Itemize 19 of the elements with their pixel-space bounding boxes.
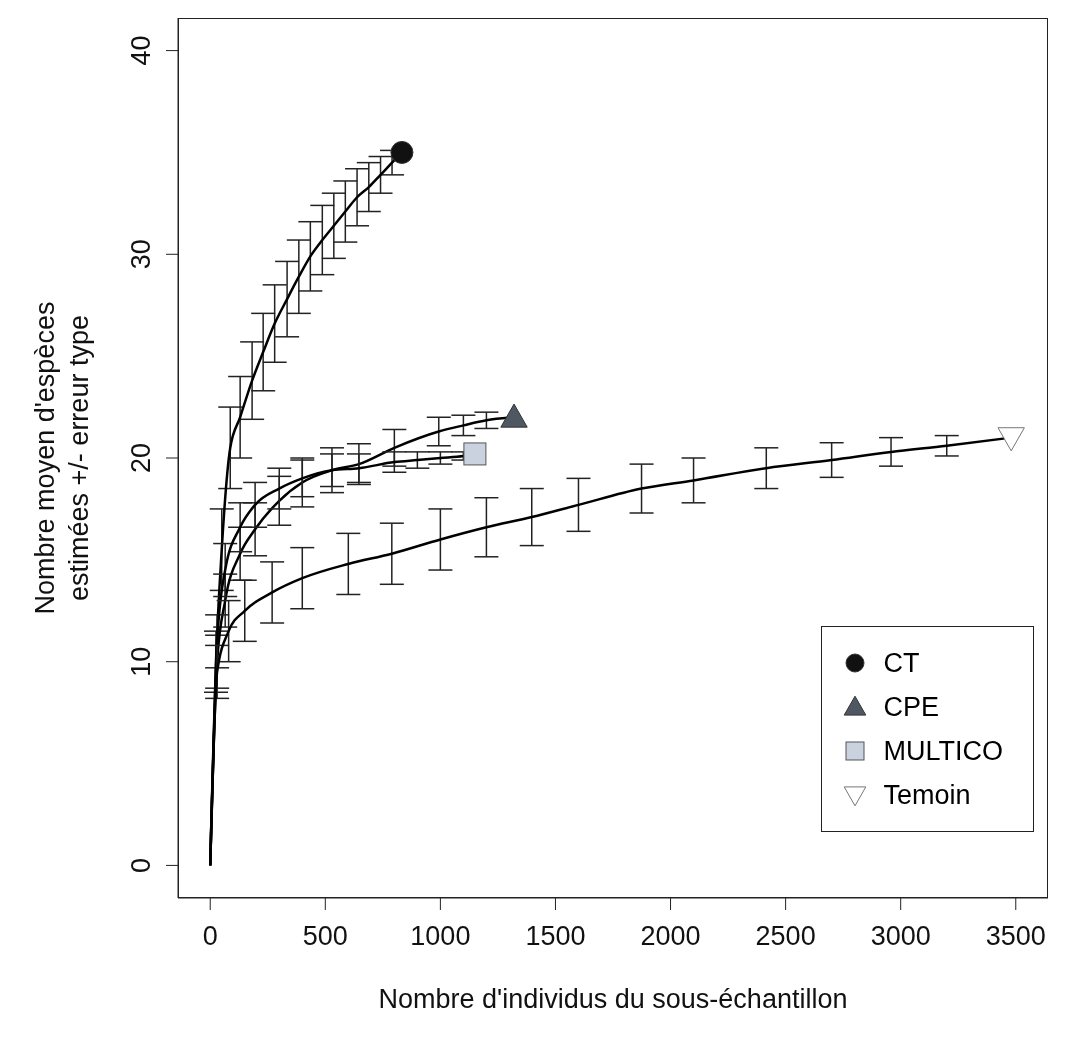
x-tick-label: 3000	[870, 921, 931, 952]
legend-label: CT	[883, 647, 920, 679]
x-tick-label: 2000	[640, 921, 701, 952]
y-tick-label: 30	[126, 239, 156, 270]
x-axis-title: Nombre d'individus du sous-échantillon	[378, 984, 848, 1014]
x-tick-label: 500	[302, 921, 348, 952]
x-tick-label: 1500	[525, 921, 586, 952]
x-tick-label: 0	[202, 921, 218, 952]
x-tick-label: 2500	[755, 921, 816, 952]
legend-label: MULTICO	[883, 735, 1003, 767]
legend-label: CPE	[883, 691, 940, 723]
x-tick-label: 3500	[985, 921, 1046, 952]
y-axis-title: Nombre moyen d'espèces estimées +/- erreur type	[30, 301, 94, 615]
x-tick-label: 1000	[410, 921, 471, 952]
legend-label: Temoin	[883, 779, 971, 811]
y-tick-label: 20	[126, 442, 156, 474]
y-tick-label: 40	[126, 35, 156, 66]
y-tick-label: 10	[126, 646, 156, 677]
y-tick-label: 0	[126, 857, 156, 873]
